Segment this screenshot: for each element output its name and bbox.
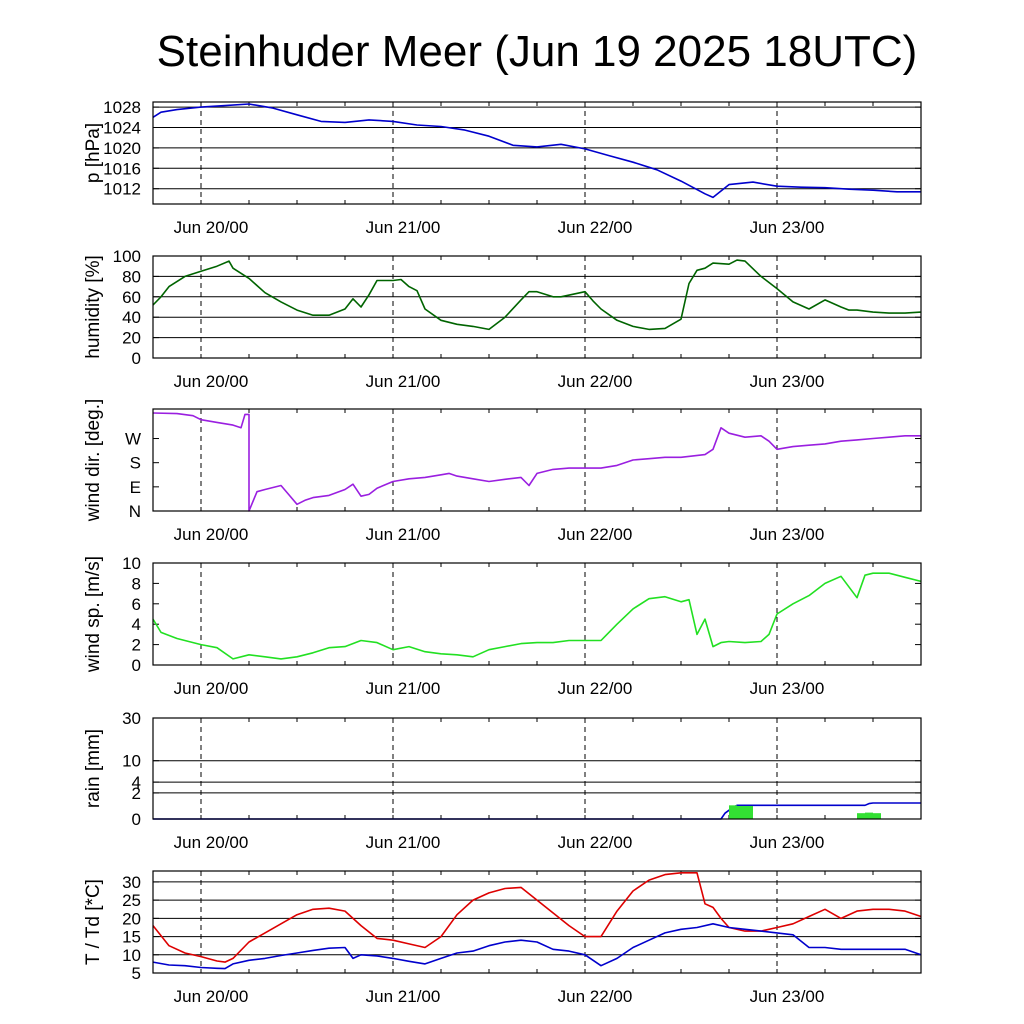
rain-bar (745, 805, 753, 819)
wind-dir-xtick-label: Jun 23/00 (750, 525, 825, 544)
wind-speed-ytick-label: 4 (132, 615, 141, 634)
pressure-xtick-label: Jun 20/00 (174, 218, 249, 237)
wind-dir-series-line (152, 412, 921, 512)
pressure-ytick-label: 1020 (103, 139, 141, 158)
rain-xtick-label: Jun 20/00 (174, 833, 249, 852)
temperature-ytick-label: 5 (132, 964, 141, 983)
rain-frame (152, 717, 922, 820)
humidity-ytick-label: 40 (122, 308, 141, 327)
wind-speed-ylabel: wind sp. [m/s] (83, 556, 104, 673)
temperature-ytick-label: 30 (122, 873, 141, 892)
humidity-xtick-label: Jun 22/00 (558, 372, 633, 391)
humidity-ytick-label: 100 (113, 247, 141, 266)
rain-ytick-label: 30 (122, 709, 141, 728)
wind-dir-xtick-label: Jun 21/00 (366, 525, 441, 544)
wind-dir-ytick-label: W (125, 430, 141, 449)
humidity-ylabel: humidity [%] (83, 255, 104, 358)
rain-xtick-label: Jun 23/00 (750, 833, 825, 852)
wind-dir-ytick-label: S (130, 454, 141, 473)
rain-bar (865, 812, 873, 819)
wind-speed-ytick-label: 10 (122, 554, 141, 573)
rain-xtick-label: Jun 21/00 (366, 833, 441, 852)
wind-speed-xtick-label: Jun 21/00 (366, 679, 441, 698)
wind-dir-xtick-label: Jun 20/00 (174, 525, 249, 544)
rain-bar (737, 805, 745, 819)
temperature-xtick-label: Jun 20/00 (174, 987, 249, 1006)
temperature-frame (152, 870, 922, 974)
humidity-frame (152, 255, 922, 359)
wind-speed-xtick-label: Jun 22/00 (558, 679, 633, 698)
pressure-xtick-label: Jun 21/00 (366, 218, 441, 237)
humidity-ytick-label: 20 (122, 329, 141, 348)
wind-speed-ytick-label: 0 (132, 656, 141, 675)
temperature-ytick-label: 25 (122, 891, 141, 910)
rain-ytick-label: 2 (132, 784, 141, 803)
wind-dir-frame (152, 408, 922, 512)
pressure-ytick-label: 1016 (103, 159, 141, 178)
rain-ytick-label: 0 (132, 810, 141, 829)
wind-dir-xtick-label: Jun 22/00 (558, 525, 633, 544)
humidity-xtick-label: Jun 21/00 (366, 372, 441, 391)
temperature-xtick-label: Jun 22/00 (558, 987, 633, 1006)
wind-dir-ytick-label: E (130, 478, 141, 497)
chart-title: Steinhuder Meer (Jun 19 2025 18UTC) (157, 27, 918, 76)
humidity-xtick-label: Jun 23/00 (750, 372, 825, 391)
humidity-ytick-label: 60 (122, 288, 141, 307)
pressure-series-line (152, 103, 921, 199)
rain-ylabel: rain [mm] (83, 729, 104, 808)
wind-speed-panel: 108 64 20 Jun 20/00 Jun 21/00 Jun 22/00 Jun 23… (83, 554, 922, 698)
rain-panel: 30 10 42 0 Jun 20/00 Jun 21/00 Jun 22/00 Jun 23… (83, 709, 922, 852)
wind-speed-ytick-label: 2 (132, 636, 141, 655)
wind-dir-ytick-label: N (129, 502, 141, 521)
wind-dir-ylabel: wind dir. [deg.] (83, 399, 104, 523)
rain-series-line (153, 802, 921, 820)
humidity-series-line (152, 259, 922, 331)
wind-speed-ytick-label: 8 (132, 574, 141, 593)
wind-speed-frame (152, 562, 922, 666)
rain-xtick-label: Jun 22/00 (558, 833, 633, 852)
pressure-ytick-label: 1012 (103, 180, 141, 199)
rain-ytick-label: 10 (122, 752, 141, 771)
temperature-ytick-label: 20 (122, 909, 141, 928)
temperature-series-line (152, 923, 922, 970)
rain-bar (729, 805, 737, 819)
wind-speed-series-line (152, 572, 922, 660)
pressure-ylabel: p [hPa] (83, 123, 104, 183)
temperature-ytick-label: 10 (122, 946, 141, 965)
temperature-xtick-label: Jun 21/00 (366, 987, 441, 1006)
pressure-xtick-label: Jun 22/00 (558, 218, 633, 237)
pressure-xtick-label: Jun 23/00 (750, 218, 825, 237)
pressure-ytick-label: 1024 (103, 119, 141, 138)
temperature-xtick-label: Jun 23/00 (750, 987, 825, 1006)
temperature-ylabel: T / Td [*C] (83, 879, 104, 965)
wind-speed-ytick-label: 6 (132, 595, 141, 614)
humidity-ytick-label: 0 (132, 349, 141, 368)
humidity-ytick-label: 80 (122, 267, 141, 286)
pressure-ytick-label: 1028 (103, 98, 141, 117)
temperature-series-line (152, 872, 922, 963)
rain-bar (857, 813, 865, 819)
temperature-ytick-label: 15 (122, 928, 141, 947)
humidity-xtick-label: Jun 20/00 (174, 372, 249, 391)
wind-speed-xtick-label: Jun 20/00 (174, 679, 249, 698)
wind-speed-xtick-label: Jun 23/00 (750, 679, 825, 698)
rain-bar (873, 813, 881, 819)
pressure-frame (152, 101, 922, 205)
rain-ytick-label: 4 (132, 773, 141, 792)
